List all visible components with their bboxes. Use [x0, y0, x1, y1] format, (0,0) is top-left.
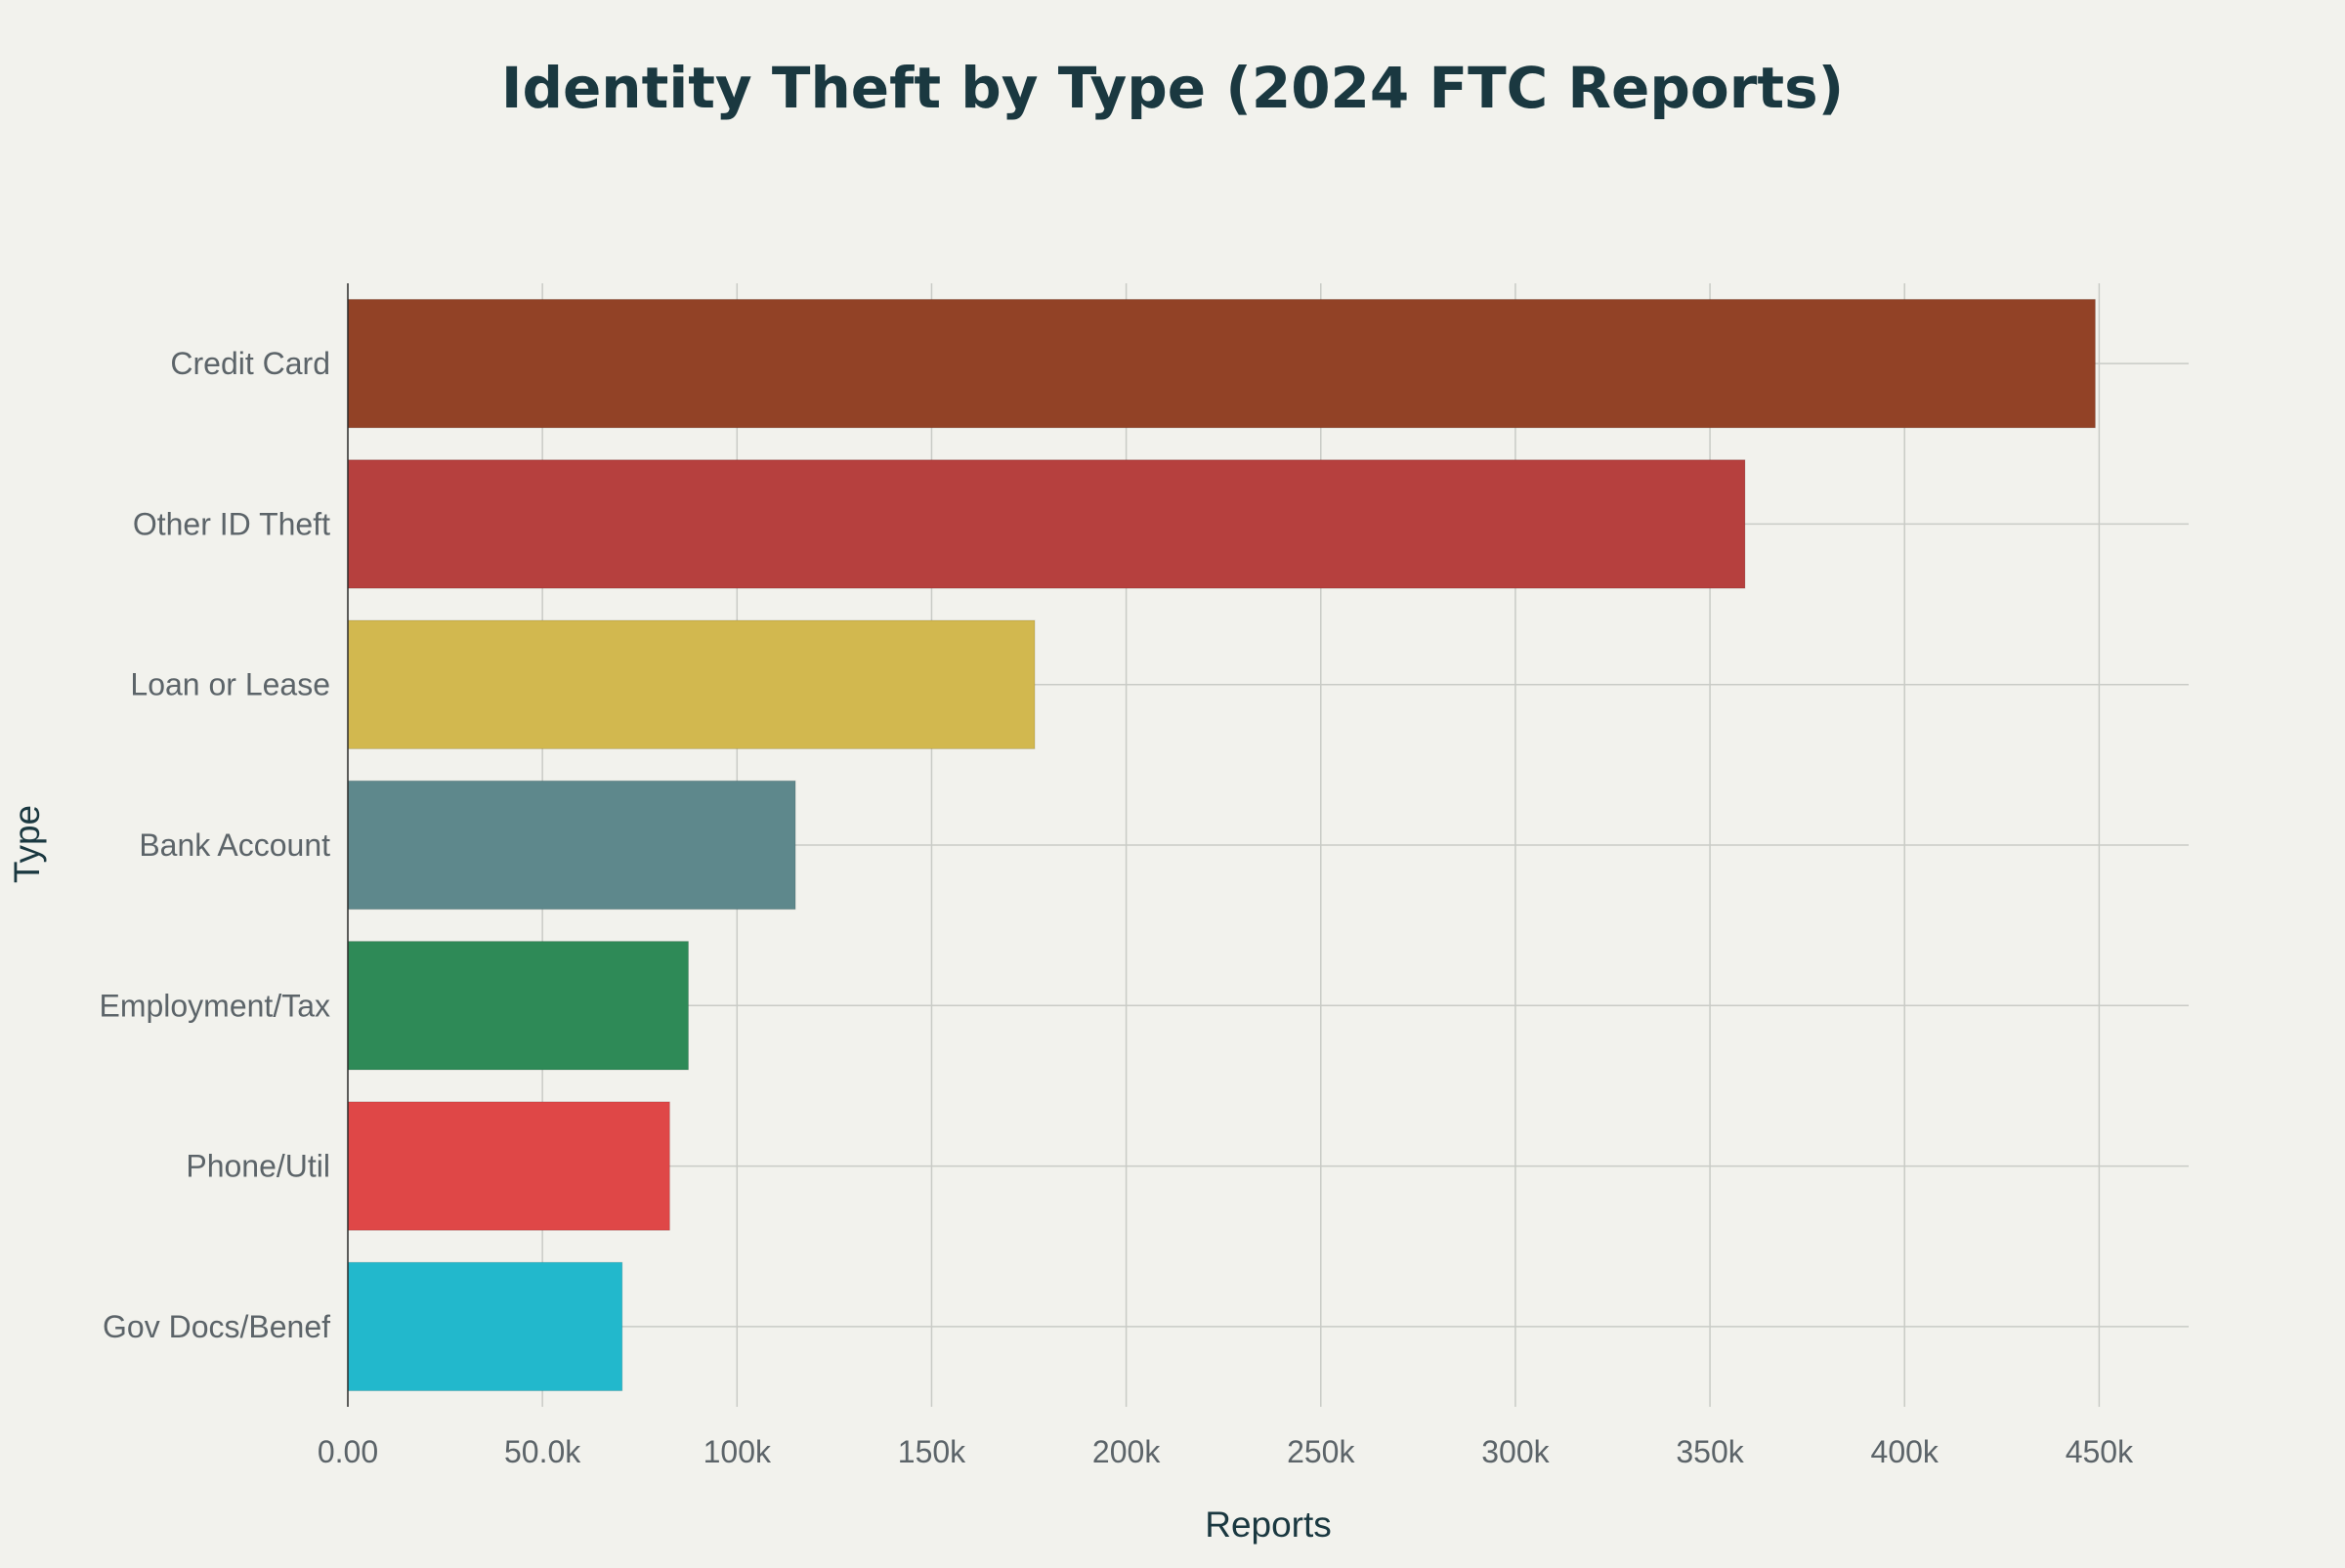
y-tick-label: Loan or Lease — [130, 667, 330, 702]
y-axis-title: Type — [7, 805, 47, 883]
x-tick-label: 450k — [2066, 1434, 2134, 1469]
y-tick-label: Other ID Theft — [133, 506, 330, 541]
x-tick-label: 200k — [1092, 1434, 1161, 1469]
y-tick-label: Bank Account — [139, 827, 330, 863]
chart-title: Identity Theft by Type (2024 FTC Reports… — [501, 55, 1844, 121]
bar — [347, 1261, 623, 1392]
bar — [347, 1101, 670, 1231]
y-tick-label: Employment/Tax — [99, 988, 330, 1023]
bar — [347, 780, 796, 911]
x-tick-label: 0.00 — [318, 1434, 378, 1469]
x-tick-label: 350k — [1676, 1434, 1744, 1469]
bar — [347, 459, 1746, 589]
tick-labels: 0.00 50.0k 100k 150k 200k 250k 300k 350k 400k 450… — [99, 346, 2134, 1469]
x-tick-label: 250k — [1287, 1434, 1355, 1469]
y-tick-label: Phone/Util — [186, 1149, 330, 1184]
y-tick-label: Credit Card — [170, 346, 330, 381]
bar — [347, 619, 1036, 749]
x-tick-label: 300k — [1481, 1434, 1550, 1469]
bars — [347, 298, 2096, 1392]
x-axis-title: Reports — [1205, 1504, 1332, 1545]
x-tick-label: 100k — [704, 1434, 772, 1469]
y-tick-label: Gov Docs/Benef — [103, 1309, 330, 1344]
x-tick-label: 50.0k — [504, 1434, 581, 1469]
x-tick-label: 400k — [1871, 1434, 1940, 1469]
bar — [347, 298, 2096, 429]
x-tick-label: 150k — [898, 1434, 966, 1469]
bar — [347, 941, 690, 1071]
